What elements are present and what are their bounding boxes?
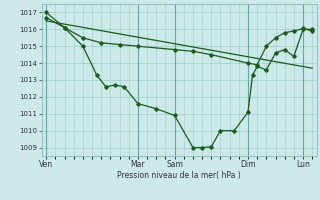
X-axis label: Pression niveau de la mer( hPa ): Pression niveau de la mer( hPa ) <box>117 171 241 180</box>
